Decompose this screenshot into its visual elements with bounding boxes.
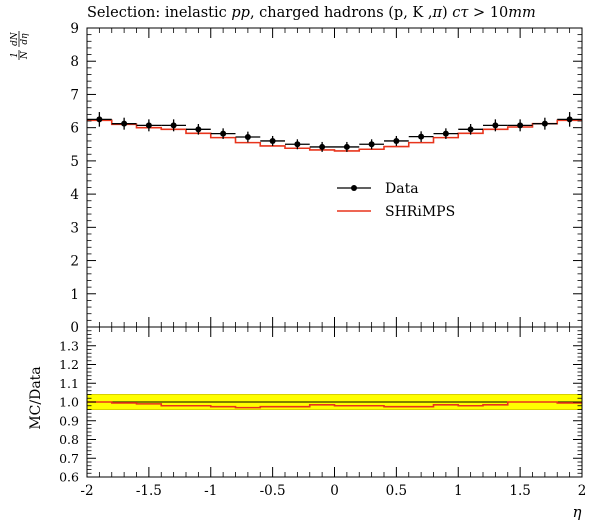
data-point-marker — [418, 133, 425, 140]
data-point — [557, 112, 582, 127]
x-tick-label: 1.5 — [509, 483, 530, 499]
ratio-series-line — [87, 401, 582, 409]
y-tick-label: 2 — [70, 254, 79, 270]
x-tick-label: -1.5 — [136, 483, 162, 499]
data-point — [507, 119, 533, 132]
data-point-marker — [393, 137, 400, 144]
ratio-y-tick-label: 0.9 — [59, 413, 79, 428]
chart-title: Selection: inelastic pp, charged hadrons… — [87, 5, 536, 21]
ylabel-frac1-den: N — [20, 50, 30, 60]
data-point-marker — [319, 143, 326, 150]
data-point — [309, 141, 335, 152]
ratio-panel — [87, 394, 582, 410]
data-point — [161, 119, 186, 132]
data-point — [334, 141, 360, 152]
data-point-marker — [343, 143, 350, 150]
data-point-marker — [566, 116, 573, 123]
x-tick-label: -2 — [80, 483, 93, 499]
x-axis-label: η — [573, 503, 582, 521]
data-point — [408, 131, 434, 142]
data-point-marker — [467, 126, 474, 133]
axes: 0 1 2 3 4 5 6 7 8 9 0.6 0.7 0.8 0.9 1.0 1.1 1.2 1.3 -2 -1.5… — [59, 21, 586, 499]
legend-label-shrimps: SHRiMPS — [385, 204, 455, 220]
data-point-marker — [442, 130, 449, 137]
data-point-marker — [145, 122, 152, 129]
ylabel-frac1-num: 1 — [10, 52, 20, 58]
x-tick-label: -1 — [204, 483, 217, 499]
data-point-marker — [244, 133, 251, 140]
x-tick-label: 2 — [578, 483, 587, 499]
y-tick-label: 4 — [70, 187, 79, 203]
x-tick-label: 0.5 — [386, 483, 407, 499]
data-point-marker — [269, 137, 276, 144]
main-panel — [87, 112, 582, 152]
y-tick-label: 3 — [70, 220, 79, 236]
legend-item-data: Data — [337, 181, 419, 197]
y-tick-label: 7 — [70, 87, 79, 103]
y-tick-label: 9 — [70, 21, 79, 37]
legend-label-data: Data — [385, 181, 419, 197]
main-plot-frame — [86, 27, 583, 328]
y-tick-label: 1 — [70, 287, 79, 303]
ylabel-frac2-den: dη — [20, 33, 30, 45]
data-point — [186, 124, 211, 135]
ratio-y-tick-label: 1.1 — [59, 376, 79, 391]
ratio-y-tick-label: 1.0 — [59, 395, 79, 410]
data-point-marker — [121, 120, 128, 127]
data-point — [483, 119, 508, 132]
data-point-marker — [220, 130, 227, 137]
data-point-marker — [541, 120, 548, 127]
data-point — [260, 135, 285, 146]
x-tick-label: -0.5 — [260, 483, 286, 499]
ratio-y-axis-label: MC/Data — [28, 366, 44, 429]
ratio-y-tick-label: 0.8 — [59, 432, 79, 447]
data-point — [111, 117, 137, 130]
y-tick-label: 0 — [70, 320, 79, 336]
data-point-marker — [170, 122, 177, 129]
data-point — [210, 128, 236, 139]
ratio-y-tick-label: 1.2 — [59, 357, 79, 372]
x-tick-label: 0 — [330, 483, 339, 499]
data-point — [384, 135, 409, 146]
ratio-y-tick-label: 0.7 — [59, 451, 79, 466]
data-point-marker — [492, 122, 499, 129]
data-point — [359, 139, 384, 150]
data-point-marker — [294, 141, 301, 148]
legend: Data SHRiMPS — [337, 181, 455, 220]
data-point — [285, 139, 310, 150]
data-point-marker — [96, 116, 103, 123]
data-point — [235, 131, 261, 143]
data-point — [532, 117, 558, 130]
data-point-marker — [368, 141, 375, 148]
y-tick-label: 6 — [70, 121, 79, 137]
data-point — [136, 119, 162, 132]
x-tick-label: 1 — [454, 483, 463, 499]
data-point-marker — [195, 126, 202, 133]
y-tick-label: 8 — [70, 54, 79, 70]
data-point-marker — [517, 122, 524, 129]
legend-swatch-data-marker — [351, 185, 357, 191]
data-point — [87, 112, 112, 127]
ratio-y-tick-label: 1.3 — [59, 338, 79, 353]
data-point — [433, 128, 459, 139]
data-point — [458, 124, 483, 135]
y-axis-label: 1 N dN dη — [10, 31, 30, 60]
ylabel-frac2-num: dN — [10, 31, 20, 46]
y-tick-label: 5 — [70, 154, 79, 170]
legend-item-shrimps: SHRiMPS — [337, 204, 455, 220]
ratio-y-tick-label: 0.6 — [59, 470, 79, 485]
